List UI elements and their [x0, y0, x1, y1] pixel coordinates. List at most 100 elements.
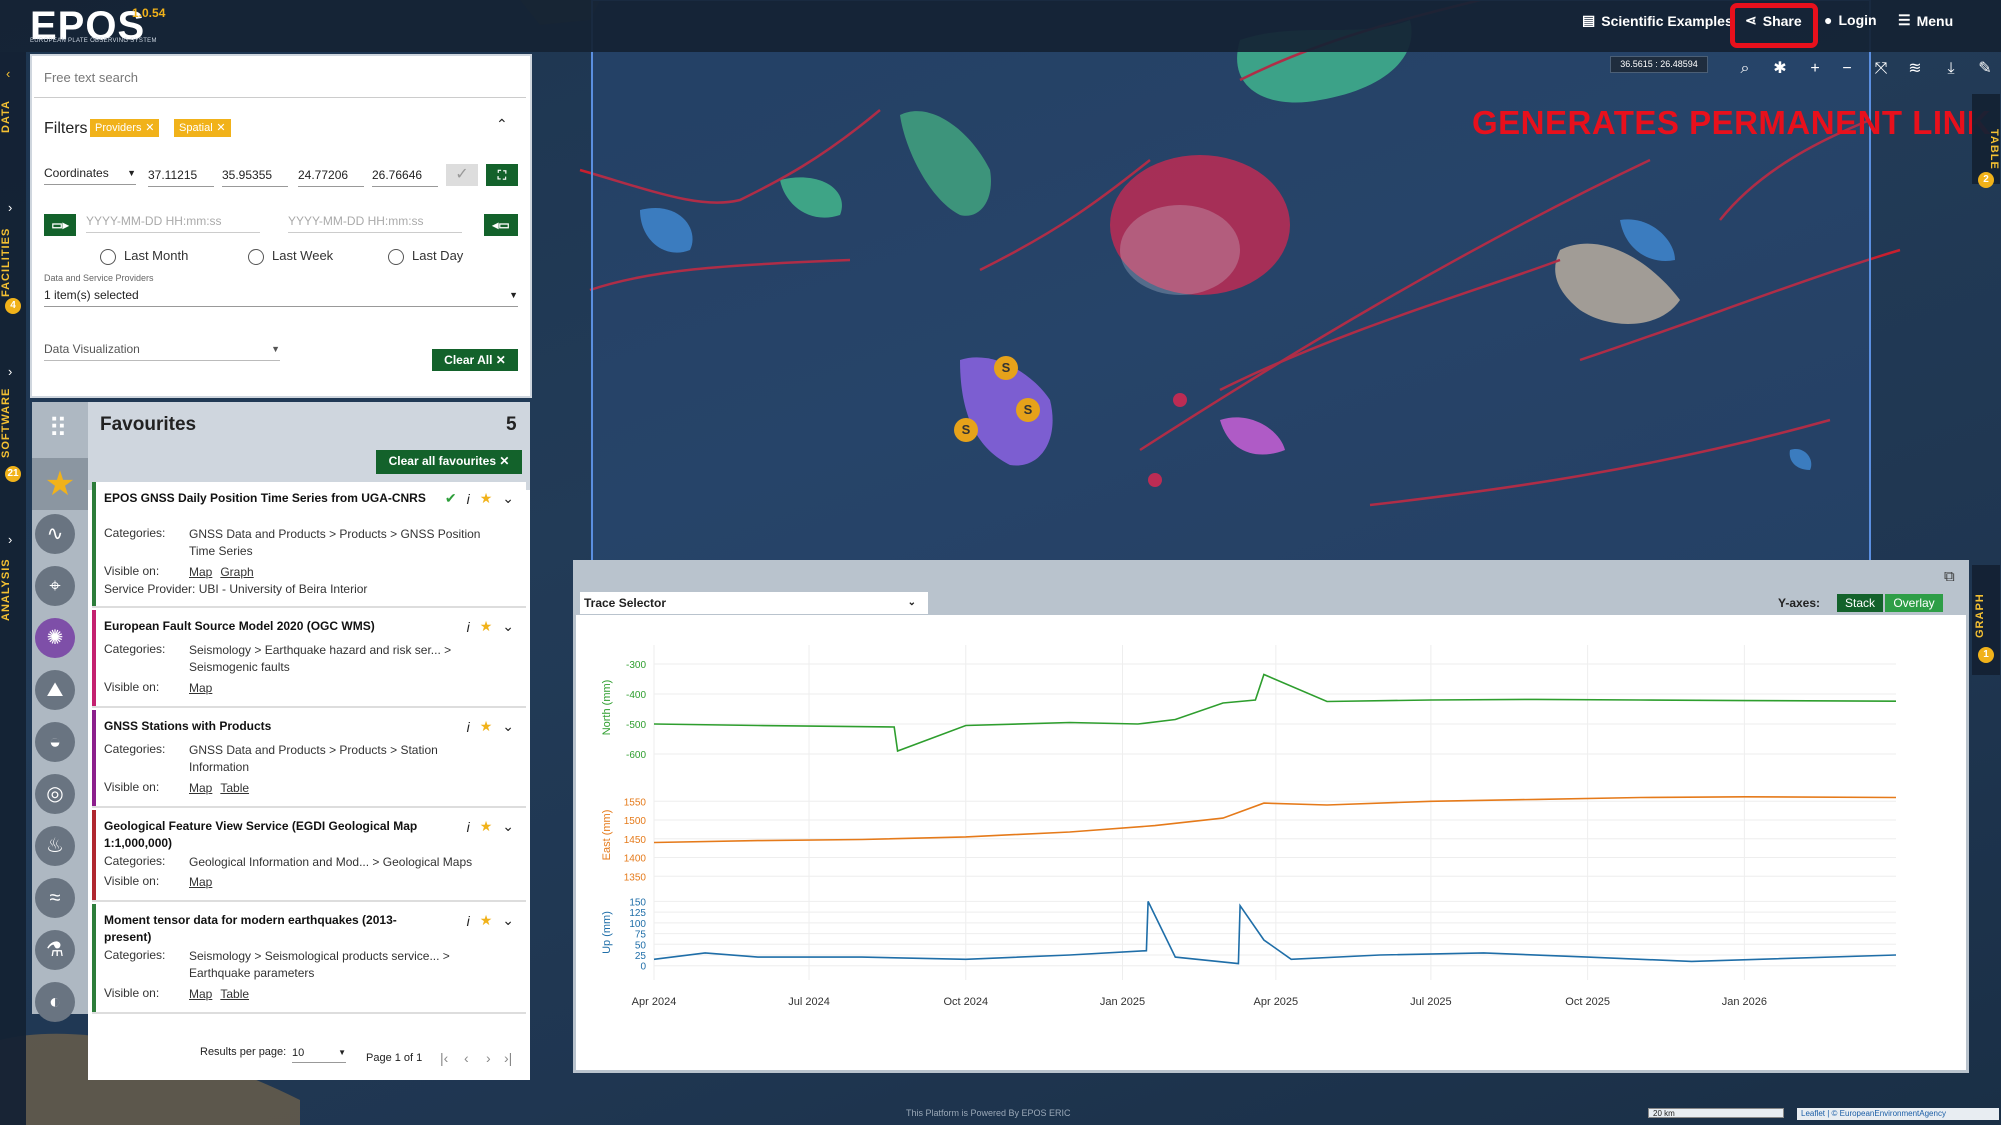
stack-button[interactable]: Stack: [1837, 594, 1883, 612]
info-icon[interactable]: i: [466, 490, 470, 507]
date-end-input[interactable]: YYYY-MM-DD HH:mm:ss: [288, 210, 462, 233]
info-icon[interactable]: i: [466, 818, 470, 835]
favourite-card[interactable]: Moment tensor data for modern earthquake…: [92, 904, 526, 1014]
favourite-card[interactable]: GNSS Stations with Products i ★ ⌄ Categori…: [92, 710, 526, 808]
tab-software[interactable]: SOFTWARE: [0, 387, 12, 459]
clear-all-button[interactable]: Clear All ✕: [432, 349, 518, 371]
tab-graph[interactable]: GRAPH: [1974, 593, 1986, 639]
chevron-right-icon[interactable]: ›: [8, 532, 13, 547]
zoom-in-icon[interactable]: +: [1810, 60, 1820, 77]
station-marker[interactable]: S: [994, 356, 1018, 380]
grid-icon[interactable]: ⠿: [48, 413, 68, 443]
chevron-left-icon[interactable]: ‹: [6, 66, 11, 81]
favourite-card[interactable]: Geological Feature View Service (EGDI Ge…: [92, 810, 526, 902]
clear-all-favourites-button[interactable]: Clear all favourites ✕: [376, 450, 522, 474]
coord-north-input[interactable]: 37.11215: [148, 164, 214, 187]
chevron-down-icon[interactable]: ⌄: [502, 490, 514, 506]
providers-select[interactable]: 1 item(s) selected ▼: [44, 284, 518, 307]
map-link[interactable]: Map: [189, 681, 213, 695]
scientific-examples-link[interactable]: ▤ Scientific Examples: [1582, 12, 1733, 29]
graph-link[interactable]: Graph: [220, 565, 254, 579]
station-marker[interactable]: S: [954, 418, 978, 442]
anthropogenic-icon[interactable]: ♨: [35, 826, 75, 866]
results-per-page-select[interactable]: 10 ▼: [292, 1044, 346, 1063]
star-icon[interactable]: ★: [479, 818, 493, 834]
trace-selector[interactable]: Trace Selector ⌄: [580, 592, 928, 614]
next-page-icon[interactable]: ›: [486, 1050, 491, 1066]
magnetic-icon[interactable]: ◎: [35, 774, 75, 814]
share-button[interactable]: ⋖ Share: [1745, 12, 1802, 29]
tsunami-icon[interactable]: ≈: [35, 878, 75, 918]
date-start-input[interactable]: YYYY-MM-DD HH:mm:ss: [86, 210, 260, 233]
radio-last-month[interactable]: Last Month: [100, 248, 188, 265]
login-button[interactable]: ● Login: [1824, 12, 1877, 28]
info-icon[interactable]: i: [466, 618, 470, 635]
right-rail-graph[interactable]: GRAPH 1: [1972, 565, 2000, 675]
first-page-icon[interactable]: |‹: [440, 1050, 449, 1066]
chevron-down-icon[interactable]: ⌄: [502, 618, 514, 634]
map-attribution[interactable]: Leaflet | © EuropeanEnvironmentAgency: [1797, 1108, 1999, 1120]
tab-data[interactable]: DATA: [0, 100, 12, 134]
search-input[interactable]: Free text search: [34, 58, 526, 98]
volcano-icon[interactable]: ⛰: [35, 670, 75, 710]
chevron-right-icon[interactable]: ›: [8, 200, 13, 215]
coord-south-input[interactable]: 35.95355: [222, 164, 288, 187]
info-icon[interactable]: i: [466, 718, 470, 735]
tab-table[interactable]: TABLE: [1988, 128, 2000, 170]
info-icon[interactable]: i: [466, 912, 470, 929]
map-link[interactable]: Map: [189, 987, 213, 1001]
ruler-icon[interactable]: ✎: [1978, 60, 1992, 77]
prev-page-icon[interactable]: ‹: [464, 1050, 469, 1066]
favourite-card[interactable]: European Fault Source Model 2020 (OGC WM…: [92, 610, 526, 708]
right-rail-table[interactable]: TABLE 2: [1972, 94, 2000, 188]
gnss-icon[interactable]: ✺: [35, 618, 75, 658]
lab-icon[interactable]: ⚗: [35, 930, 75, 970]
multi-scale-icon[interactable]: ◐: [35, 982, 75, 1022]
data-visualization-select[interactable]: Data Visualization ▼: [44, 338, 280, 361]
table-link[interactable]: Table: [220, 987, 250, 1001]
check-icon[interactable]: ✓: [446, 164, 478, 186]
search-icon[interactable]: ⌕: [1740, 60, 1750, 77]
overlay-button[interactable]: Overlay: [1885, 594, 1943, 612]
zoom-out-icon[interactable]: −: [1842, 60, 1852, 77]
calendar-start-icon[interactable]: ▭▸: [44, 214, 76, 236]
chevron-down-icon[interactable]: ⌄: [502, 818, 514, 834]
settings-icon[interactable]: ✱: [1773, 60, 1787, 77]
menu-button[interactable]: ☰ Menu: [1898, 12, 1953, 29]
star-icon[interactable]: ★: [479, 912, 493, 928]
calendar-end-icon[interactable]: ◂▭: [484, 214, 518, 236]
coordinate-type-select[interactable]: Coordinates ▼: [44, 162, 136, 185]
tab-facilities[interactable]: FACILITIES: [0, 227, 12, 297]
chevron-right-icon[interactable]: ›: [8, 364, 13, 379]
expand-map-icon[interactable]: ⛶: [486, 164, 518, 186]
layers-icon[interactable]: ≋: [1908, 60, 1922, 77]
table-link[interactable]: Table: [220, 781, 250, 795]
map-link[interactable]: Map: [189, 875, 213, 889]
star-icon[interactable]: ★: [479, 618, 493, 634]
filter-chip-providers[interactable]: Providers ✕: [90, 119, 160, 137]
seismology-icon[interactable]: ∿: [35, 514, 75, 554]
filter-chip-spatial[interactable]: Spatial ✕: [174, 119, 231, 137]
favourites-star-icon[interactable]: ★: [32, 458, 88, 510]
radio-last-week[interactable]: Last Week: [248, 248, 333, 265]
tab-analysis[interactable]: ANALYSIS: [0, 558, 12, 622]
download-icon[interactable]: ⤓: [1947, 60, 1955, 77]
chevron-down-icon[interactable]: ⌄: [502, 912, 514, 928]
station-marker[interactable]: S: [1016, 398, 1040, 422]
radio-last-day[interactable]: Last Day: [388, 248, 463, 265]
app-logo[interactable]: EPOS: [30, 4, 146, 48]
last-page-icon[interactable]: ›|: [504, 1050, 513, 1066]
geology-icon[interactable]: ◒: [35, 722, 75, 762]
satellite-icon[interactable]: ⌖: [35, 566, 75, 606]
favourite-card[interactable]: EPOS GNSS Daily Position Time Series fro…: [92, 482, 526, 608]
chevron-up-icon[interactable]: ⌃: [496, 116, 508, 132]
close-icon[interactable]: ✕: [145, 122, 155, 134]
time-series-chart[interactable]: Apr 2024 Jul 2024 Oct 2024 Jan 2025 Apr 2025…: [576, 615, 1966, 1060]
star-icon[interactable]: ★: [479, 718, 493, 734]
map-link[interactable]: Map: [189, 565, 213, 579]
close-icon[interactable]: ✕: [216, 122, 226, 134]
fit-bounds-icon[interactable]: ⤧: [1874, 60, 1888, 77]
map-link[interactable]: Map: [189, 781, 213, 795]
chevron-down-icon[interactable]: ⌄: [502, 718, 514, 734]
coord-west-input[interactable]: 24.77206: [298, 164, 364, 187]
